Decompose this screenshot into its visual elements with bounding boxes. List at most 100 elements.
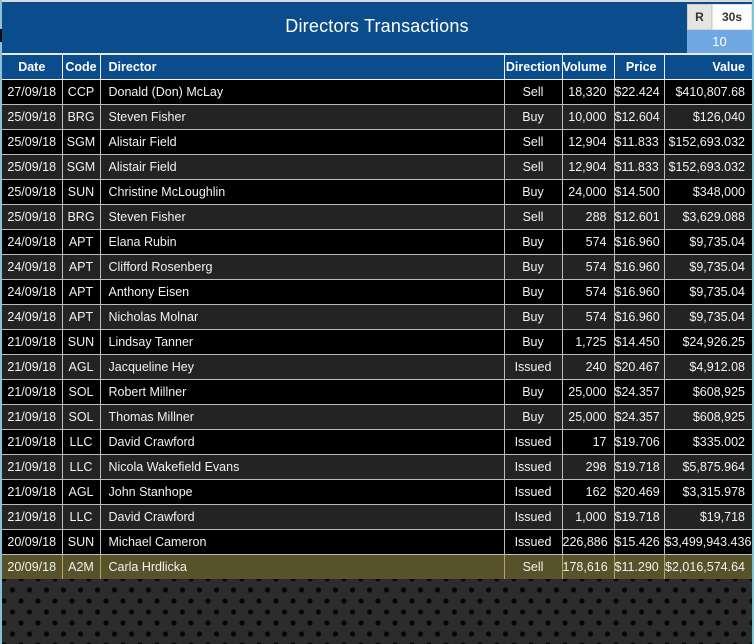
column-header-date[interactable]: Date bbox=[1, 54, 63, 80]
page-title: Directors Transactions bbox=[285, 16, 469, 36]
cell-value: $9,735.04 bbox=[663, 303, 753, 330]
cell-volume: 25,000 bbox=[561, 403, 615, 430]
cell-director: Steven Fisher bbox=[99, 203, 505, 230]
table-row[interactable]: 21/09/18 SOL Thomas Millner Buy 25,000 $24.35… bbox=[1, 403, 753, 430]
cell-code: SUN bbox=[61, 328, 101, 355]
column-header-director[interactable]: Director bbox=[99, 54, 505, 80]
table-row[interactable]: 21/09/18 SOL Robert Millner Buy 25,000 $24.35… bbox=[1, 378, 753, 405]
cell-direction: Buy bbox=[503, 228, 563, 255]
cell-volume: 574 bbox=[561, 253, 615, 280]
cell-price: $22.424 bbox=[613, 78, 665, 105]
cell-value: $335.002 bbox=[663, 428, 753, 455]
cell-code: SOL bbox=[61, 403, 101, 430]
table-header-row: Date Code Director Direction Volume Price Valu… bbox=[1, 54, 753, 80]
column-header-volume[interactable]: Volume bbox=[561, 54, 615, 80]
cell-volume: 1,725 bbox=[561, 328, 615, 355]
cell-code: SGM bbox=[61, 153, 101, 180]
table-header: Date Code Director Direction Volume Price Valu… bbox=[1, 54, 753, 80]
row-count-badge[interactable]: 10 bbox=[687, 30, 752, 53]
cell-direction: Issued bbox=[503, 503, 563, 530]
cell-date: 21/09/18 bbox=[1, 403, 63, 430]
cell-direction: Issued bbox=[503, 453, 563, 480]
cell-price: $14.500 bbox=[613, 178, 665, 205]
cell-director: David Crawford bbox=[99, 503, 505, 530]
column-header-code[interactable]: Code bbox=[61, 54, 101, 80]
table-row[interactable]: 25/09/18 BRG Steven Fisher Buy 10,000 $12.604… bbox=[1, 103, 753, 130]
cell-price: $14.450 bbox=[613, 328, 665, 355]
cell-price: $16.960 bbox=[613, 278, 665, 305]
table-row[interactable]: 24/09/18 APT Elana Rubin Buy 574 $16.960 $9,73… bbox=[1, 228, 753, 255]
table-row[interactable]: 21/09/18 LLC Nicola Wakefield Evans Issued 2… bbox=[1, 453, 753, 480]
column-header-price[interactable]: Price bbox=[613, 54, 665, 80]
table-row[interactable]: 24/09/18 APT Anthony Eisen Buy 574 $16.960 $9,… bbox=[1, 278, 753, 305]
cell-volume: 12,904 bbox=[561, 153, 615, 180]
cell-date: 21/09/18 bbox=[1, 353, 63, 380]
cell-volume: 24,000 bbox=[561, 178, 615, 205]
cell-code: SUN bbox=[61, 528, 101, 555]
cell-volume: 298 bbox=[561, 453, 615, 480]
cell-director: Michael Cameron bbox=[99, 528, 505, 555]
cell-price: $16.960 bbox=[613, 228, 665, 255]
cell-volume: 1,000 bbox=[561, 503, 615, 530]
table-row[interactable]: 25/09/18 SGM Alistair Field Sell 12,904 $11.8… bbox=[1, 153, 753, 180]
cell-price: $19.706 bbox=[613, 428, 665, 455]
refresh-button[interactable]: R bbox=[687, 4, 712, 30]
table-row-selected[interactable]: 20/09/18 A2M Carla Hrdlicka Sell 178,616 $11.… bbox=[1, 553, 753, 580]
table-row[interactable]: 25/09/18 SGM Alistair Field Sell 12,904 $11.8… bbox=[1, 128, 753, 155]
cell-volume: 288 bbox=[561, 203, 615, 230]
cell-price: $19.718 bbox=[613, 453, 665, 480]
cell-direction: Sell bbox=[503, 153, 563, 180]
cell-price: $11.290 bbox=[613, 553, 665, 580]
cell-price: $24.357 bbox=[613, 403, 665, 430]
window-top-edge bbox=[0, 0, 754, 2]
table-row[interactable]: 20/09/18 SUN Michael Cameron Issued 226,886 $… bbox=[1, 528, 753, 555]
cell-code: APT bbox=[61, 278, 101, 305]
cell-direction: Buy bbox=[503, 303, 563, 330]
cell-price: $12.604 bbox=[613, 103, 665, 130]
cell-date: 21/09/18 bbox=[1, 503, 63, 530]
cell-value: $152,693.032 bbox=[663, 128, 753, 155]
table-row[interactable]: 25/09/18 SUN Christine McLoughlin Buy 24,000… bbox=[1, 178, 753, 205]
title-bar: Directors Transactions bbox=[2, 2, 752, 55]
cell-direction: Buy bbox=[503, 378, 563, 405]
table-row[interactable]: 21/09/18 LLC David Crawford Issued 1,000 $19.… bbox=[1, 503, 753, 530]
window-left-edge bbox=[0, 0, 2, 644]
table-row[interactable]: 21/09/18 AGL John Stanhope Issued 162 $20.469… bbox=[1, 478, 753, 505]
cell-volume: 240 bbox=[561, 353, 615, 380]
cell-date: 24/09/18 bbox=[1, 253, 63, 280]
table-row[interactable]: 25/09/18 BRG Steven Fisher Sell 288 $12.601 $3… bbox=[1, 203, 753, 230]
cell-price: $15.426 bbox=[613, 528, 665, 555]
cell-code: LLC bbox=[61, 428, 101, 455]
interval-button[interactable]: 30s bbox=[712, 4, 752, 30]
cell-date: 21/09/18 bbox=[1, 378, 63, 405]
cell-price: $16.960 bbox=[613, 303, 665, 330]
cell-date: 25/09/18 bbox=[1, 178, 63, 205]
table-row[interactable]: 21/09/18 SUN Lindsay Tanner Buy 1,725 $14.450… bbox=[1, 328, 753, 355]
cell-volume: 162 bbox=[561, 478, 615, 505]
column-header-value[interactable]: Value bbox=[663, 54, 753, 80]
transactions-table: Date Code Director Direction Volume Price Valu… bbox=[1, 54, 753, 580]
cell-director: Robert Millner bbox=[99, 378, 505, 405]
cell-value: $126,040 bbox=[663, 103, 753, 130]
table-body: 27/09/18 CCP Donald (Don) McLay Sell 18,320 $… bbox=[1, 78, 753, 580]
table-row[interactable]: 27/09/18 CCP Donald (Don) McLay Sell 18,320 $… bbox=[1, 78, 753, 105]
cell-director: Jacqueline Hey bbox=[99, 353, 505, 380]
table-row[interactable]: 21/09/18 LLC David Crawford Issued 17 $19.706… bbox=[1, 428, 753, 455]
cell-direction: Issued bbox=[503, 478, 563, 505]
cell-date: 21/09/18 bbox=[1, 428, 63, 455]
cell-director: Nicholas Molnar bbox=[99, 303, 505, 330]
column-header-direction[interactable]: Direction bbox=[503, 54, 563, 80]
table-row[interactable]: 24/09/18 APT Clifford Rosenberg Buy 574 $16.9… bbox=[1, 253, 753, 280]
table-row[interactable]: 21/09/18 AGL Jacqueline Hey Issued 240 $20.46… bbox=[1, 353, 753, 380]
table-row[interactable]: 24/09/18 APT Nicholas Molnar Buy 574 $16.960 $… bbox=[1, 303, 753, 330]
cell-date: 21/09/18 bbox=[1, 478, 63, 505]
cell-direction: Sell bbox=[503, 553, 563, 580]
cell-date: 24/09/18 bbox=[1, 303, 63, 330]
cell-code: CCP bbox=[61, 78, 101, 105]
cell-value: $3,315.978 bbox=[663, 478, 753, 505]
cell-volume: 178,616 bbox=[561, 553, 615, 580]
cell-code: APT bbox=[61, 303, 101, 330]
cell-code: A2M bbox=[61, 553, 101, 580]
cell-director: Christine McLoughlin bbox=[99, 178, 505, 205]
